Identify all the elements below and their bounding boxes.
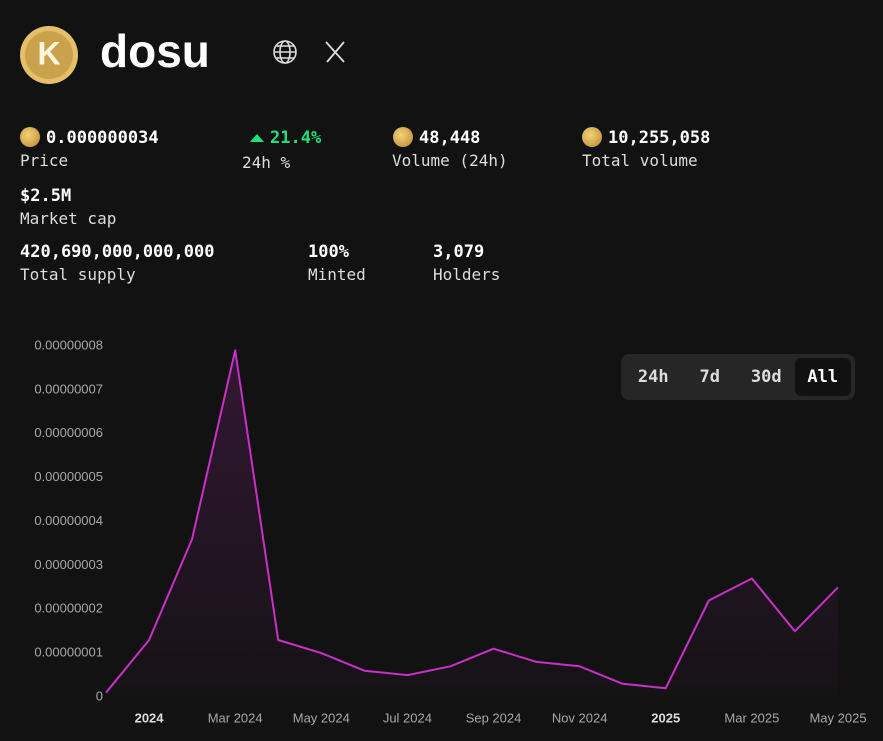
y-tick-label: 0.00000003 xyxy=(34,557,103,572)
stat-value: 420,690,000,000,000 xyxy=(20,242,215,262)
x-tick-label: May 2025 xyxy=(809,710,866,725)
svg-text:K: K xyxy=(37,35,60,71)
x-tick-label: Sep 2024 xyxy=(466,710,522,725)
stat-label: Minted xyxy=(308,265,366,284)
coin-icon xyxy=(393,127,413,147)
stat: 10,255,058 xyxy=(582,127,710,148)
price-line xyxy=(105,349,839,694)
coin-icon xyxy=(20,127,40,147)
range-button[interactable]: All xyxy=(794,358,851,396)
stat: 0.000000034 xyxy=(20,127,159,148)
stat: 21.4% xyxy=(250,128,321,148)
stat-label: 24h % xyxy=(242,153,291,172)
x-tick-label: Nov 2024 xyxy=(552,710,608,725)
x-tick-label: Mar 2024 xyxy=(208,710,263,725)
y-tick-label: 0 xyxy=(96,688,103,703)
area xyxy=(106,350,838,697)
logo: K xyxy=(20,26,78,84)
stat-value: 10,255,058 xyxy=(608,128,711,148)
stat-label: Total supply xyxy=(20,265,136,284)
globe-icon[interactable] xyxy=(273,40,297,64)
token-name: dosu xyxy=(100,25,210,77)
y-tick-label: 0.00000002 xyxy=(34,601,103,616)
x-tick-label: Mar 2025 xyxy=(724,710,779,725)
range-button[interactable]: 7d xyxy=(699,367,720,387)
range-selector: 24h 7d 30d All xyxy=(621,354,855,400)
x-icon[interactable] xyxy=(325,41,345,63)
stat: 48,448 xyxy=(393,127,480,148)
y-tick-label: 0.00000004 xyxy=(34,513,103,528)
x-tick-label: 2024 xyxy=(135,710,165,725)
stat-label: Price xyxy=(20,151,69,170)
stat-label: Total volume xyxy=(582,151,698,170)
x-tick-label: 2025 xyxy=(651,710,680,725)
stat-value: 48,448 xyxy=(419,128,481,148)
y-tick-label: 0.00000007 xyxy=(34,381,103,396)
up-arrow xyxy=(250,134,264,142)
range-button[interactable]: 30d xyxy=(750,367,782,387)
range-button[interactable]: 24h xyxy=(637,367,669,387)
stat-label: Volume (24h) xyxy=(392,151,508,170)
stat-value: 0.000000034 xyxy=(46,128,159,148)
stat-label: Market cap xyxy=(20,209,117,228)
coin-icon xyxy=(582,127,602,147)
stat-label: Holders xyxy=(433,265,501,284)
y-tick-label: 0.00000006 xyxy=(34,425,103,440)
stat-value: $2.5M xyxy=(20,186,72,206)
x-tick-label: Jul 2024 xyxy=(383,710,432,725)
stat-value: 3,079 xyxy=(433,242,485,262)
y-tick-label: 0.00000008 xyxy=(34,337,103,352)
x-tick-label: May 2024 xyxy=(293,710,350,725)
stat-value: 21.4% xyxy=(270,128,322,148)
y-tick-label: 0.00000001 xyxy=(34,645,103,660)
stat-value: 100% xyxy=(308,242,349,262)
y-tick-label: 0.00000005 xyxy=(34,469,103,484)
